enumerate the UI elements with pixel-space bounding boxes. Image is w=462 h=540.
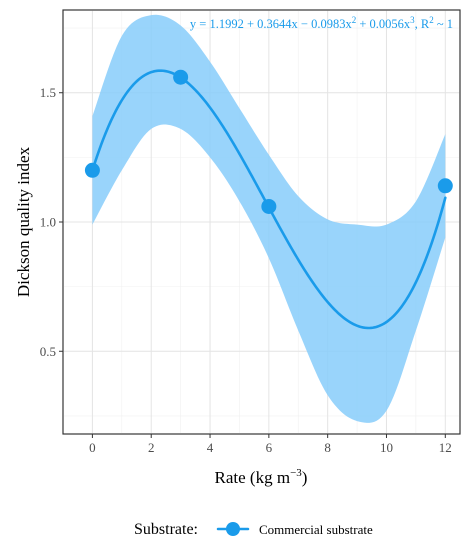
x-axis-ticks: 0 2 4 6 8 10 12	[89, 434, 452, 455]
legend: Substrate: Commercial substrate	[134, 521, 373, 538]
x-tick-label: 0	[89, 440, 96, 455]
x-tick-label: 4	[207, 440, 214, 455]
data-point	[437, 178, 453, 194]
x-tick-label: 6	[266, 440, 273, 455]
legend-key-point	[226, 522, 240, 536]
x-tick-label: 8	[324, 440, 331, 455]
equation-superscript: 2	[352, 15, 357, 25]
y-tick-label: 1.0	[40, 215, 56, 230]
x-tick-label: 10	[380, 440, 393, 455]
x-axis-title: Rate (kg m−3)	[215, 467, 308, 487]
x-tick-label: 2	[148, 440, 155, 455]
equation-superscript: 3	[410, 15, 415, 25]
y-tick-label: 0.5	[40, 344, 56, 359]
equation-part: + 0.0056x	[356, 17, 411, 31]
y-axis-title: Dickson quality index	[14, 146, 33, 297]
y-axis-ticks: 0.5 1.0 1.5	[40, 85, 63, 359]
x-tick-label: 12	[439, 440, 452, 455]
x-axis-title-main: Rate (kg m	[215, 468, 291, 487]
data-point	[84, 162, 100, 178]
x-axis-title-suffix: )	[302, 468, 308, 487]
equation-part: ~ 1	[434, 17, 453, 31]
y-tick-label: 1.5	[40, 85, 56, 100]
equation-superscript: 2	[429, 15, 434, 25]
equation-part: , R	[415, 17, 430, 31]
data-point	[173, 69, 189, 85]
confidence-band	[92, 14, 446, 423]
confidence-bands	[92, 14, 446, 423]
legend-title: Substrate:	[134, 521, 198, 538]
regression-equation: y = 1.1992 + 0.3644x − 0.0983x2 + 0.0056…	[190, 15, 453, 31]
data-point	[261, 198, 277, 214]
legend-entry-commercial-substrate: Commercial substrate	[259, 522, 373, 537]
equation-part: y = 1.1992 + 0.3644x − 0.0983x	[190, 17, 353, 31]
x-axis-title-sup: −3	[290, 467, 302, 479]
data-points	[84, 69, 453, 214]
